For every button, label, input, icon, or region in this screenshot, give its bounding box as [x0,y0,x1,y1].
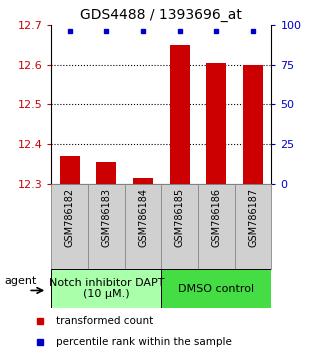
Bar [198,184,235,269]
Text: Notch inhibitor DAPT
(10 μM.): Notch inhibitor DAPT (10 μM.) [49,278,164,299]
Bar [51,269,161,308]
Bar [51,184,88,269]
Bar [133,178,153,184]
Text: DMSO control: DMSO control [178,284,255,293]
Title: GDS4488 / 1393696_at: GDS4488 / 1393696_at [80,8,242,22]
Bar [125,184,161,269]
Text: percentile rank within the sample: percentile rank within the sample [56,337,232,348]
Bar [60,156,80,184]
Bar [88,184,125,269]
Text: agent: agent [4,276,36,286]
Bar [243,64,263,184]
Bar [96,162,117,184]
Bar [161,184,198,269]
Bar [161,269,271,308]
Bar [235,184,271,269]
Text: GSM786184: GSM786184 [138,188,148,247]
Text: GSM786185: GSM786185 [175,188,185,247]
Text: GSM786182: GSM786182 [65,188,75,247]
Bar [169,45,190,184]
Text: transformed count: transformed count [56,316,154,326]
Text: GSM786186: GSM786186 [212,188,221,247]
Text: GSM786187: GSM786187 [248,188,258,247]
Text: GSM786183: GSM786183 [101,188,111,247]
Bar [206,63,226,184]
